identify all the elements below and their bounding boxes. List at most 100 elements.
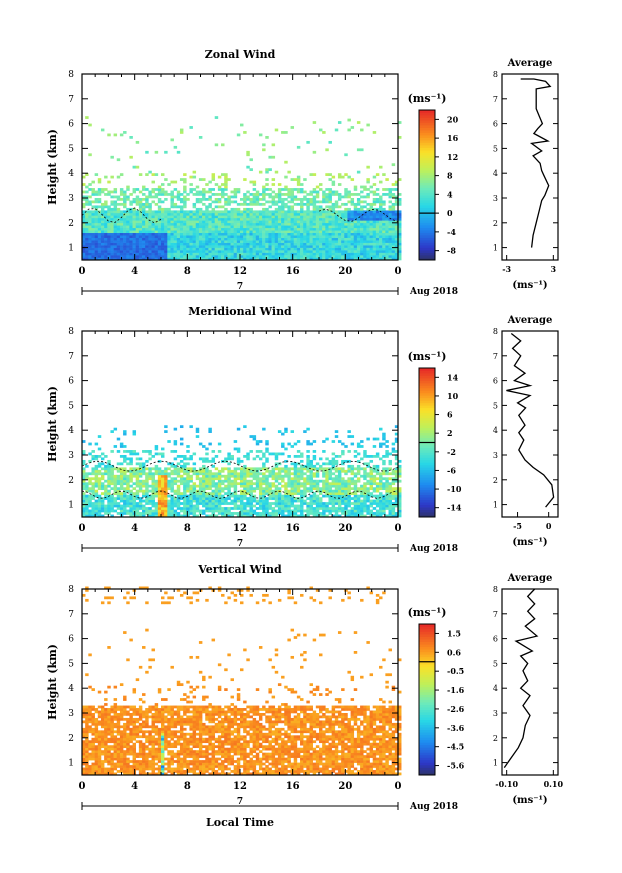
heatmap-cell	[100, 487, 105, 491]
heatmap-cell	[119, 472, 124, 476]
heatmap-cell	[132, 198, 137, 201]
heatmap-cell	[319, 250, 323, 253]
heatmap-cell	[161, 484, 165, 488]
heatmap-cell	[151, 474, 155, 478]
heatmap-cell	[322, 237, 326, 241]
colorbar-band	[419, 110, 435, 113]
heatmap-cell	[240, 467, 244, 471]
heatmap-cell	[360, 494, 364, 498]
heatmap-cell	[198, 469, 203, 473]
heatmap-cell	[385, 452, 389, 456]
heatmap-cell	[306, 217, 310, 221]
heatmap-cell	[322, 467, 326, 471]
heatmap-cell	[334, 512, 339, 515]
heatmap-cell	[173, 442, 178, 446]
colorbar-band	[419, 147, 435, 151]
heatmap-cell	[227, 250, 231, 253]
heatmap-cell	[97, 252, 102, 256]
heatmap-cell	[176, 489, 181, 493]
heatmap-cell	[107, 497, 111, 500]
heatmap-cell	[173, 497, 178, 500]
heatmap-cell	[300, 512, 304, 515]
heatmap-cell	[243, 247, 247, 251]
heatmap-cell	[211, 200, 216, 204]
heatmap-cell	[173, 450, 178, 453]
heatmap-cell	[104, 188, 108, 191]
heatmap-cell	[148, 494, 152, 498]
heatmap-cell	[325, 492, 329, 495]
heatmap-cell	[85, 502, 89, 505]
heatmap-cell	[328, 247, 332, 251]
heatmap-cell	[243, 195, 247, 199]
heatmap-cell	[176, 210, 181, 214]
heatmap-cell	[113, 215, 118, 219]
heatmap-cell	[170, 195, 174, 199]
heatmap-cell	[138, 250, 143, 253]
heatmap-cell	[198, 252, 203, 256]
heatmap-cell	[202, 492, 206, 495]
heatmap-cell	[195, 474, 200, 478]
heatmap-cell	[195, 250, 200, 253]
heatmap-cell	[296, 178, 301, 181]
heatmap-cell	[284, 472, 288, 476]
colorbar-band	[419, 217, 435, 221]
heatmap-cell	[110, 450, 114, 453]
heatmap-cell	[167, 183, 171, 186]
heatmap-cell	[123, 205, 127, 209]
heatmap-cell	[110, 497, 114, 500]
heatmap-cell	[382, 222, 386, 226]
heatmap-cell	[315, 487, 320, 491]
heatmap-cell	[322, 494, 326, 498]
heatmap-cell	[334, 193, 339, 196]
heatmap-cell	[189, 210, 193, 214]
heatmap-cell	[179, 227, 184, 231]
heatmap-cell	[100, 232, 105, 236]
heatmap-cell	[116, 255, 121, 258]
heatmap-cell	[271, 237, 276, 241]
heatmap-cell	[208, 474, 212, 478]
heatmap-cell	[183, 484, 187, 488]
heatmap-cell	[227, 222, 231, 226]
heatmap-cell	[119, 227, 124, 231]
heatmap-cell	[236, 459, 241, 463]
heatmap-cell	[382, 497, 386, 500]
heatmap-cell	[151, 247, 155, 251]
heatmap-cell	[214, 193, 219, 196]
heatmap-cell	[252, 235, 257, 238]
heatmap-cell	[315, 502, 320, 505]
heatmap-cell	[287, 195, 291, 199]
heatmap-cell	[249, 207, 253, 211]
heatmap-cell	[148, 247, 152, 251]
heatmap-cell	[258, 220, 263, 224]
heatmap-cell	[145, 188, 149, 191]
heatmap-cell	[123, 245, 127, 248]
heatmap-cell	[135, 497, 140, 500]
heatmap-cell	[281, 245, 285, 248]
heatmap-cell	[309, 252, 313, 256]
colorbar-tick-label: -8	[447, 246, 456, 256]
heatmap-cell	[138, 245, 143, 248]
heatmap-cell	[100, 237, 105, 241]
heatmap-cell	[312, 440, 317, 443]
heatmap-cell	[154, 445, 159, 448]
heatmap-cell	[100, 207, 105, 211]
heatmap-cell	[129, 514, 133, 518]
heatmap-cell	[265, 207, 269, 211]
heatmap-cell	[382, 245, 386, 248]
heatmap-cell	[145, 474, 149, 478]
heatmap-cell	[258, 222, 263, 226]
heatmap-cell	[356, 507, 361, 510]
heatmap-cell	[315, 472, 320, 476]
heatmap-cell	[303, 464, 307, 468]
heatmap-cell	[388, 482, 392, 486]
heatmap-cell	[246, 512, 250, 515]
heatmap-cell	[341, 235, 345, 238]
heatmap-cell	[296, 477, 301, 481]
heatmap-cell	[341, 195, 345, 199]
heatmap-cell	[347, 232, 351, 236]
heatmap-cell	[145, 255, 149, 258]
heatmap-cell	[319, 232, 323, 236]
heatmap-cell	[107, 255, 111, 258]
heatmap-cell	[217, 242, 222, 246]
heatmap-cell	[379, 497, 383, 500]
